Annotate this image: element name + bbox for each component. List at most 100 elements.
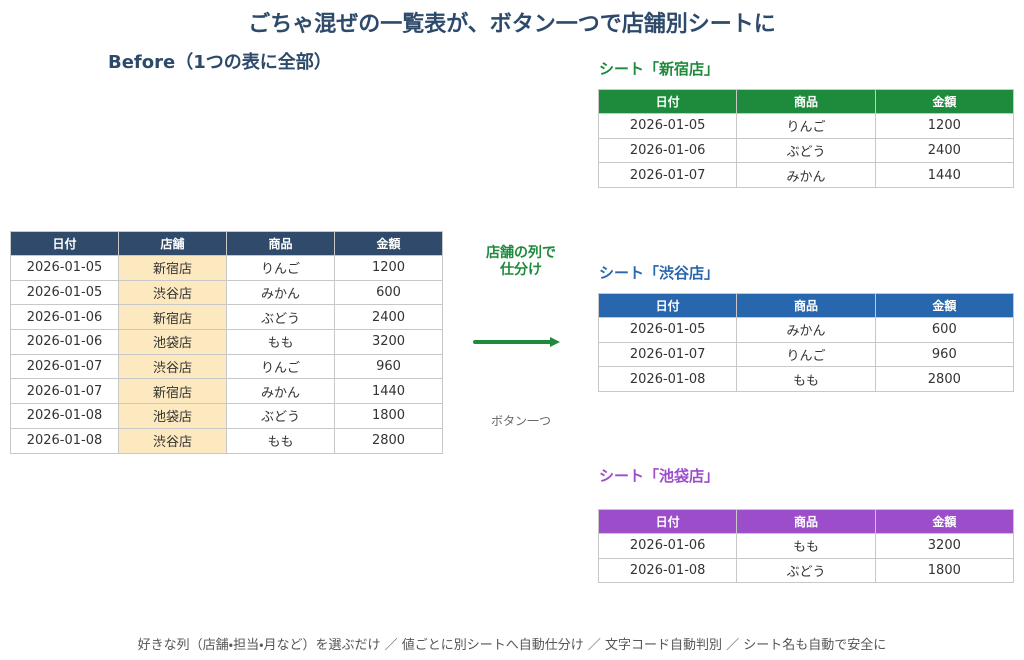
table-row: 2026-01-07 新宿店 みかん 1440 bbox=[10, 378, 443, 405]
table-row: 2026-01-07 みかん 1440 bbox=[597, 162, 1015, 189]
table-cell: もも bbox=[226, 427, 335, 454]
data-table: 日付 商品 金額 2026-01-06 もも 3200 2026-01-08 ぶどう 1800 bbox=[597, 509, 1015, 584]
table-cell: 1800 bbox=[874, 557, 1015, 584]
table-cell: りんご bbox=[226, 255, 335, 281]
table-cell: 2026-01-06 bbox=[10, 329, 119, 355]
header-row: 日付 商品 金額 bbox=[597, 509, 1015, 534]
table-cell: 3200 bbox=[334, 329, 443, 355]
table-cell: 1200 bbox=[874, 113, 1015, 139]
sheet-title: シート「池袋店」 bbox=[599, 467, 720, 485]
table-cell: 1440 bbox=[334, 378, 443, 405]
table-cell: 1200 bbox=[334, 255, 443, 281]
table-cell: 2026-01-07 bbox=[597, 341, 738, 368]
header-cell: 店舗 bbox=[118, 231, 227, 256]
header-cell: 商品 bbox=[736, 293, 876, 318]
table-cell: みかん bbox=[736, 162, 876, 189]
table-cell: 2400 bbox=[334, 304, 443, 331]
table-row: 2026-01-05 新宿店 りんご 1200 bbox=[10, 255, 443, 281]
table-cell: 600 bbox=[874, 317, 1015, 343]
header-cell: 金額 bbox=[874, 509, 1015, 534]
table-cell: もも bbox=[736, 533, 876, 559]
header-cell: 日付 bbox=[10, 231, 119, 256]
table-cell: りんご bbox=[736, 341, 876, 368]
table-cell: 2026-01-06 bbox=[597, 533, 738, 559]
table-row: 2026-01-08 渋谷店 もも 2800 bbox=[10, 427, 443, 454]
table-cell: りんご bbox=[736, 113, 876, 139]
table-row: 2026-01-08 ぶどう 1800 bbox=[597, 557, 1015, 584]
arrow bbox=[473, 337, 560, 347]
table-cell: 渋谷店 bbox=[118, 427, 227, 454]
table-cell: 渋谷店 bbox=[118, 353, 227, 380]
table-cell: 2026-01-08 bbox=[597, 557, 738, 584]
data-table: 日付 商品 金額 2026-01-05 りんご 1200 2026-01-06 ぶどう 2400… bbox=[597, 89, 1015, 189]
table-cell: 池袋店 bbox=[118, 329, 227, 355]
page-title: ごちゃ混ぜの一覧表が、ボタン一つで店舗別シートに bbox=[248, 12, 776, 37]
table-row: 2026-01-08 池袋店 ぶどう 1800 bbox=[10, 403, 443, 429]
table-cell: もも bbox=[226, 329, 335, 355]
table-cell: もも bbox=[736, 366, 876, 393]
table-cell: 新宿店 bbox=[118, 255, 227, 281]
table-cell: 2026-01-05 bbox=[10, 279, 119, 306]
table-cell: 1800 bbox=[334, 403, 443, 429]
section-title: Before（1つの表に全部） bbox=[108, 52, 332, 73]
table-cell: みかん bbox=[736, 317, 876, 343]
table-cell: 渋谷店 bbox=[118, 279, 227, 306]
table-row: 2026-01-06 池袋店 もも 3200 bbox=[10, 329, 443, 355]
table-cell: 1440 bbox=[874, 162, 1015, 189]
header-row: 日付 商品 金額 bbox=[597, 293, 1015, 318]
header-cell: 金額 bbox=[334, 231, 443, 256]
label-line: 店舗の列で bbox=[486, 245, 556, 261]
table-row: 2026-01-05 りんご 1200 bbox=[597, 113, 1015, 139]
label-line: 仕分け bbox=[500, 262, 542, 278]
arrow-label: 店舗の列で 仕分け bbox=[461, 245, 581, 279]
header-cell: 日付 bbox=[597, 293, 738, 318]
header-cell: 金額 bbox=[874, 293, 1015, 318]
table-cell: 960 bbox=[874, 341, 1015, 368]
header-cell: 商品 bbox=[736, 509, 876, 534]
table-cell: 2026-01-07 bbox=[10, 378, 119, 405]
data-table: 日付 店舗 商品 金額 2026-01-05 新宿店 りんご 1200 2026-01-05 渋谷… bbox=[10, 231, 443, 454]
caption: ボタン一つ bbox=[490, 414, 551, 428]
sheet-title: シート「渋谷店」 bbox=[599, 264, 720, 282]
header-row: 日付 店舗 商品 金額 bbox=[10, 231, 443, 256]
table-cell: ぶどう bbox=[736, 557, 876, 584]
table-cell: ぶどう bbox=[736, 137, 876, 164]
table-row: 2026-01-07 りんご 960 bbox=[597, 341, 1015, 368]
table-cell: 2800 bbox=[334, 427, 443, 454]
header-cell: 日付 bbox=[597, 89, 738, 114]
table-cell: 2026-01-07 bbox=[10, 353, 119, 380]
table-cell: 池袋店 bbox=[118, 403, 227, 429]
table-row: 2026-01-05 渋谷店 みかん 600 bbox=[10, 279, 443, 306]
table-cell: 2026-01-05 bbox=[10, 255, 119, 281]
header-cell: 商品 bbox=[736, 89, 876, 114]
table-cell: みかん bbox=[226, 279, 335, 306]
table-cell: 2026-01-08 bbox=[10, 403, 119, 429]
table-cell: りんご bbox=[226, 353, 335, 380]
table-cell: 新宿店 bbox=[118, 304, 227, 331]
table-cell: 2800 bbox=[874, 366, 1015, 393]
table-cell: 2026-01-08 bbox=[597, 366, 738, 393]
table-cell: 2026-01-06 bbox=[597, 137, 738, 164]
table-cell: 3200 bbox=[874, 533, 1015, 559]
table-cell: 2400 bbox=[874, 137, 1015, 164]
table-row: 2026-01-07 渋谷店 りんご 960 bbox=[10, 353, 443, 380]
table-row: 2026-01-06 ぶどう 2400 bbox=[597, 137, 1015, 164]
header-cell: 金額 bbox=[874, 89, 1015, 114]
table-cell: ぶどう bbox=[226, 403, 335, 429]
table-cell: 新宿店 bbox=[118, 378, 227, 405]
footer: 好きな列（店舗・担当・月など）を選ぶだけ ／ 値ごとに別シートへ自動仕分け ／ … bbox=[137, 638, 887, 653]
table-row: 2026-01-05 みかん 600 bbox=[597, 317, 1015, 343]
table-cell: みかん bbox=[226, 378, 335, 405]
data-table: 日付 商品 金額 2026-01-05 みかん 600 2026-01-07 りんご 960 20… bbox=[597, 293, 1015, 393]
table-cell: 2026-01-08 bbox=[10, 427, 119, 454]
header-row: 日付 商品 金額 bbox=[597, 89, 1015, 114]
table-row: 2026-01-06 もも 3200 bbox=[597, 533, 1015, 559]
table-row: 2026-01-08 もも 2800 bbox=[597, 366, 1015, 393]
table-cell: 2026-01-05 bbox=[597, 113, 738, 139]
table-cell: 2026-01-05 bbox=[597, 317, 738, 343]
table-cell: 960 bbox=[334, 353, 443, 380]
sheet-title: シート「新宿店」 bbox=[599, 60, 720, 78]
table-cell: 2026-01-06 bbox=[10, 304, 119, 331]
header-cell: 日付 bbox=[597, 509, 738, 534]
